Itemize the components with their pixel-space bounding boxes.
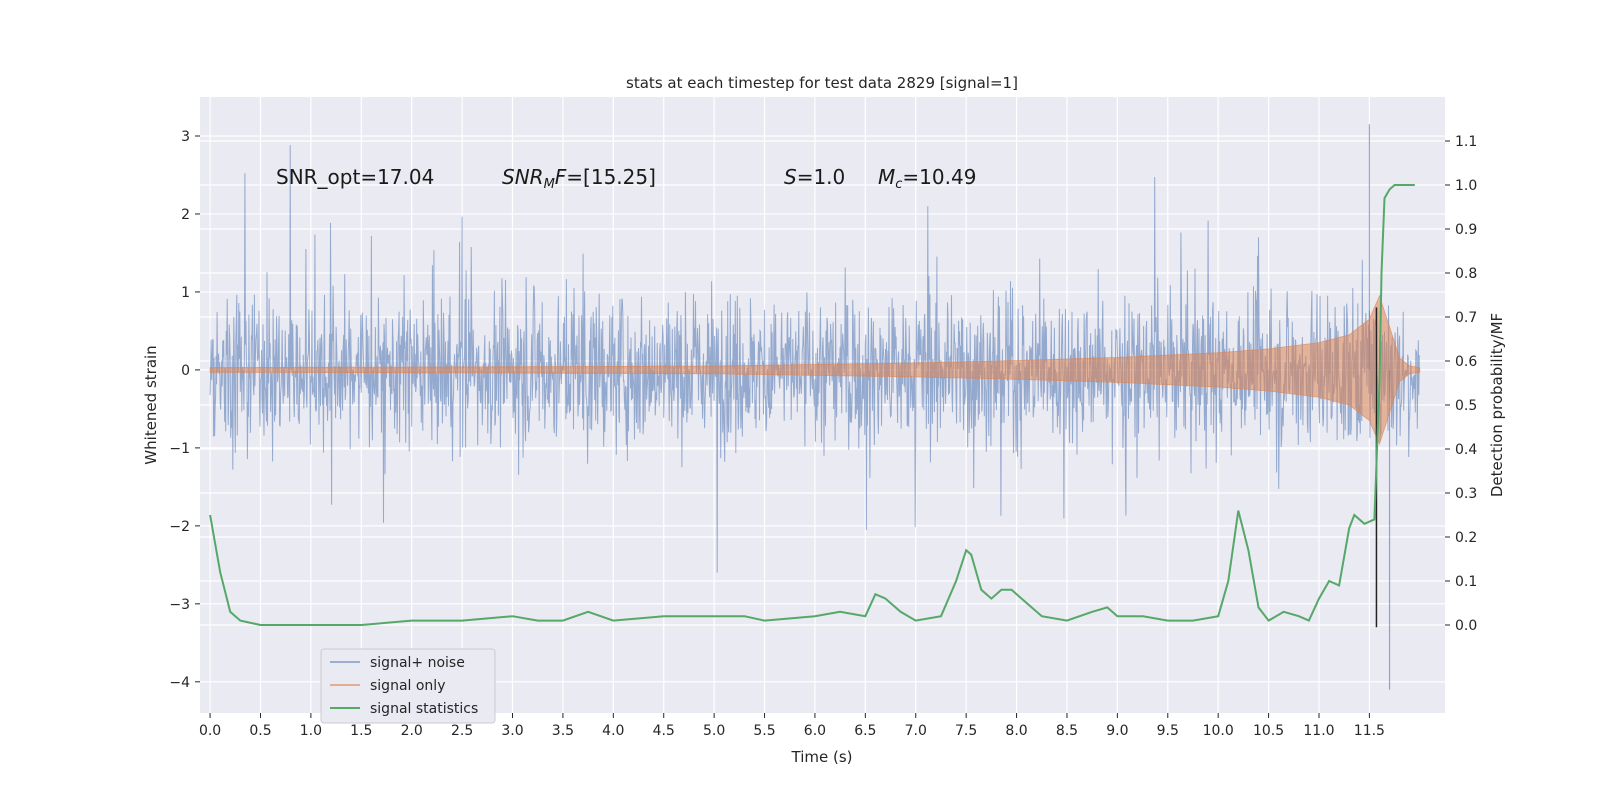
x-tick-label: 3.5 — [552, 723, 574, 739]
x-tick-label: 5.5 — [753, 723, 775, 739]
y-tick-right-label: 0.7 — [1455, 310, 1477, 326]
line-signal-plus-noise — [209, 145, 1421, 573]
annotation-snr-mf: SNRMF=[15.25] — [502, 165, 656, 192]
legend-label-signal-plus-noise: signal+ noise — [370, 655, 465, 671]
y-tick-label: 1 — [181, 285, 190, 301]
x-tick-label: 10.0 — [1203, 723, 1234, 739]
y-tick-label: −1 — [169, 441, 190, 457]
x-tick-label: 0.5 — [249, 723, 271, 739]
annotations: SNR_opt=17.04 SNRMF=[15.25] S=1.0 Mc=10.… — [276, 165, 976, 192]
y-tick-right-label: 0.2 — [1455, 530, 1477, 546]
y-tick-label: −2 — [169, 519, 190, 535]
y-tick-right-label: 0.6 — [1455, 354, 1477, 370]
x-ticks: 0.0 0.5 1.0 1.5 2.0 2.5 3.0 3.5 4.0 4.5 5.0 5.5 6.0 6… — [199, 713, 1385, 739]
series-signal-statistics — [209, 184, 1415, 626]
y-tick-label: 2 — [181, 207, 190, 223]
series-signal-only — [209, 294, 1421, 446]
x-tick-label: 2.5 — [451, 723, 473, 739]
x-tick-label: 4.5 — [653, 723, 675, 739]
legend-label-signal-statistics: signal statistics — [370, 701, 478, 717]
x-tick-label: 2.0 — [401, 723, 423, 739]
annotation-mc: Mc=10.49 — [878, 165, 976, 192]
y-tick-label: 0 — [181, 363, 190, 379]
x-tick-label: 7.5 — [955, 723, 977, 739]
y-tick-right-label: 0.4 — [1455, 442, 1477, 458]
y-tick-right-label: 0.5 — [1455, 398, 1477, 414]
x-tick-label: 9.0 — [1106, 723, 1128, 739]
x-tick-label: 8.0 — [1005, 723, 1027, 739]
chart-title: stats at each timestep for test data 282… — [626, 74, 1018, 92]
y-tick-label: −4 — [169, 675, 190, 691]
y-ticks-left: 3 2 1 0 −1 −2 −3 −4 — [169, 129, 200, 691]
x-tick-label: 6.5 — [854, 723, 876, 739]
y-tick-right-label: 0.1 — [1455, 574, 1477, 590]
y-tick-right-label: 0.3 — [1455, 486, 1477, 502]
x-tick-label: 5.0 — [703, 723, 725, 739]
x-tick-label: 7.0 — [905, 723, 927, 739]
x-tick-label: 1.5 — [350, 723, 372, 739]
legend-label-signal-only: signal only — [370, 678, 445, 694]
x-tick-label: 4.0 — [602, 723, 624, 739]
x-tick-label: 9.5 — [1157, 723, 1179, 739]
y-tick-right-label: 1.1 — [1455, 134, 1477, 150]
annotation-snr-opt: SNR_opt=17.04 — [276, 165, 434, 189]
y-axis-label-right: Detection probability/MF — [1488, 313, 1506, 497]
y-ticks-right: 1.1 1.0 0.9 0.8 0.7 0.6 0.5 0.4 0.3 0.2 0.1 0.0 — [1445, 134, 1477, 634]
y-axis-label: Whitened strain — [142, 345, 160, 464]
x-tick-label: 1.0 — [300, 723, 322, 739]
annotation-s: S=1.0 — [784, 165, 845, 189]
y-tick-right-label: 0.0 — [1455, 618, 1477, 634]
y-tick-right-label: 0.8 — [1455, 266, 1477, 282]
y-tick-right-label: 1.0 — [1455, 178, 1477, 194]
x-tick-label: 10.5 — [1253, 723, 1284, 739]
x-tick-label: 6.0 — [804, 723, 826, 739]
legend: signal+ noise signal only signal statist… — [320, 648, 496, 724]
y-tick-right-label: 0.9 — [1455, 222, 1477, 238]
x-tick-label: 0.0 — [199, 723, 221, 739]
x-tick-label: 3.0 — [501, 723, 523, 739]
x-tick-label: 8.5 — [1056, 723, 1078, 739]
x-tick-label: 11.5 — [1354, 723, 1385, 739]
legend-box — [320, 648, 496, 724]
line-signal-statistics — [209, 184, 1415, 626]
x-tick-label: 11.0 — [1303, 723, 1334, 739]
y-tick-label: 3 — [181, 129, 190, 145]
y-tick-label: −3 — [169, 597, 190, 613]
area-signal-only — [209, 294, 1421, 446]
x-axis-label: Time (s) — [791, 748, 853, 766]
